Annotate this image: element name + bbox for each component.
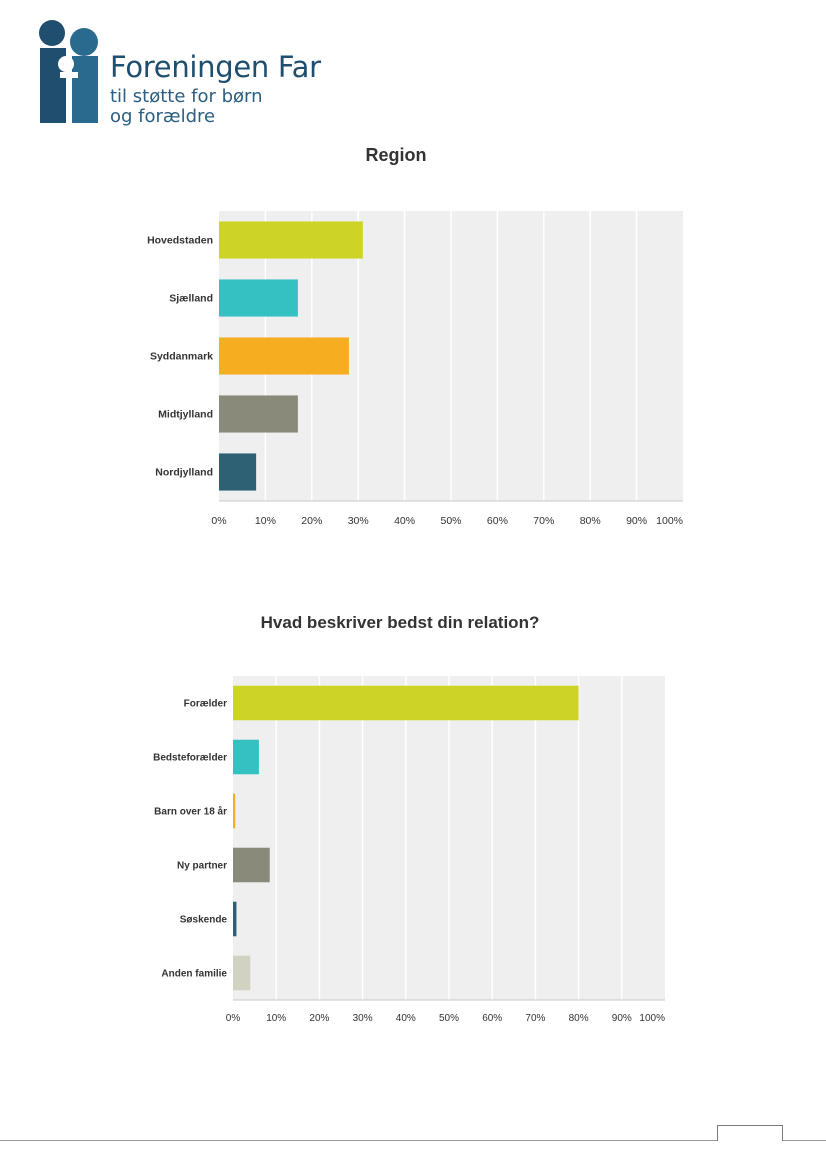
x-tick-label: 70% [533, 515, 554, 527]
x-tick-label: 60% [487, 515, 508, 527]
bar [233, 793, 236, 829]
category-label: Anden familie [161, 969, 227, 980]
x-tick-label: 10% [255, 515, 276, 527]
bar [233, 739, 259, 775]
category-label: Nordjylland [155, 467, 213, 479]
category-label: Søskende [180, 915, 228, 926]
chart-region: 0% 10% 20% 30% 40% 50% 60% 70% 80% 90% 100% Hovedst… [147, 211, 683, 527]
chart-relation: 0% 10% 20% 30% 40% 50% 60% 70% 80% 90% 100% Forælde… [153, 676, 665, 1024]
x-tick-label: 20% [301, 515, 322, 527]
category-label: Forælder [184, 699, 227, 710]
bar [219, 279, 298, 317]
x-tick-label: 70% [525, 1013, 545, 1024]
bar [219, 337, 349, 375]
logo-name: Foreningen Far [110, 50, 321, 84]
bar [233, 685, 579, 721]
x-tick-label: 100% [639, 1013, 665, 1024]
category-label: Barn over 18 år [154, 806, 227, 818]
logo: Foreningen Far til støtte for børn og fo… [38, 20, 338, 130]
x-tick-label: 90% [626, 515, 647, 527]
x-tick-label: 40% [396, 1013, 416, 1024]
category-label: Bedsteforælder [153, 753, 227, 764]
category-label: Syddanmark [150, 351, 213, 363]
x-tick-label: 0% [211, 515, 226, 527]
bar [233, 901, 237, 937]
x-tick-label: 90% [612, 1013, 632, 1024]
x-tick-label: 80% [569, 1013, 589, 1024]
x-tick-label: 50% [439, 1013, 459, 1024]
x-tick-label: 10% [266, 1013, 286, 1024]
logo-tagline-line2: og forældre [110, 106, 216, 127]
logo-figures-icon [39, 20, 98, 123]
page-number-box [717, 1125, 783, 1141]
footer-divider [0, 1140, 826, 1141]
x-tick-label: 40% [394, 515, 415, 527]
bar [219, 453, 257, 491]
x-tick-label: 0% [226, 1013, 241, 1024]
x-tick-label: 60% [482, 1013, 502, 1024]
chart-title-region: Region [365, 145, 427, 165]
x-tick-label: 20% [309, 1013, 329, 1024]
x-tick-label: 30% [348, 515, 369, 527]
bar [233, 955, 251, 991]
logo-tagline-line1: til støtte for børn [110, 86, 263, 107]
bar [219, 221, 363, 259]
category-label: Sjælland [169, 293, 213, 305]
chart-title-relation: Hvad beskriver bedst din relation? [260, 613, 540, 632]
category-label: Hovedstaden [147, 235, 213, 247]
x-tick-label: 30% [353, 1013, 373, 1024]
category-label: Ny partner [177, 861, 227, 872]
x-tick-label: 80% [580, 515, 601, 527]
category-label: Midtjylland [158, 409, 213, 421]
bar [233, 847, 270, 883]
x-tick-label: 100% [656, 515, 683, 527]
bar [219, 395, 298, 433]
x-tick-label: 50% [440, 515, 461, 527]
